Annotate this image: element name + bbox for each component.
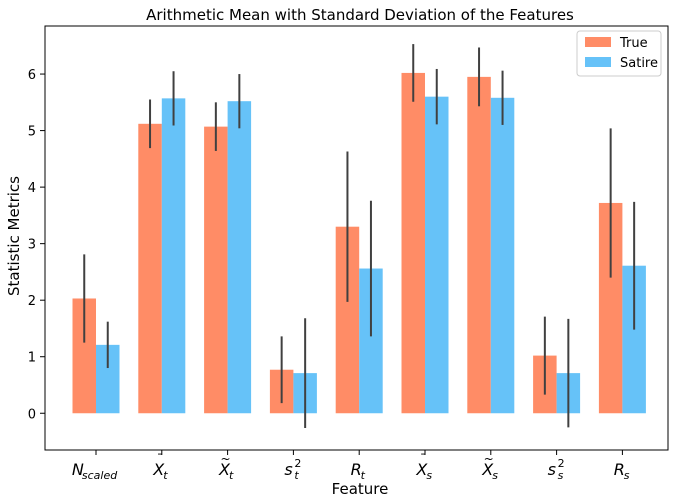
x-tick-label-7: s 2s (548, 457, 565, 482)
bar-true-6 (467, 76, 491, 414)
x-tick-label-sub: s (426, 469, 432, 482)
bar-true-4 (335, 226, 360, 414)
x-tick-label-base: X (481, 460, 494, 479)
y-tick-label-6: 6 (28, 68, 36, 83)
x-tick-label-sup: 2 (294, 457, 301, 470)
x-tick-label-base: s (284, 460, 292, 479)
legend: True Satire (576, 30, 662, 77)
plot-area (72, 44, 646, 428)
x-tick-label-sub: s (558, 469, 564, 482)
y-axis-label: Statistic Metrics (5, 176, 23, 296)
x-tick-label-base: s (548, 460, 556, 479)
x-tick-label-1: X¯t (152, 452, 168, 482)
legend-label-true: True (619, 36, 648, 51)
x-tick-label-base: X (415, 460, 428, 479)
x-tick-label-sub: s (624, 469, 630, 482)
x-tick-label-sub: t (229, 469, 234, 482)
x-tick-label-sub: t (163, 469, 168, 482)
x-tick-label-sub: t (294, 469, 299, 482)
x-tick-label-accent: ¯ (157, 452, 163, 466)
y-tick-label-5: 5 (28, 125, 36, 140)
x-tick-label-sub: s (492, 469, 498, 482)
bar-true-1 (138, 123, 162, 414)
x-tick-label-accent: ¯ (420, 452, 426, 466)
y-tick-label-4: 4 (28, 181, 36, 196)
x-tick-label-5: X¯s (415, 452, 432, 482)
bar-satire-8 (622, 265, 646, 414)
y-axis: 0 1 2 3 4 5 6 (28, 68, 45, 422)
x-tick-label-base: R (351, 460, 362, 479)
x-tick-label-base: N (72, 460, 84, 479)
x-tick-label-sup: 2 (558, 457, 565, 470)
bar-true-5 (401, 72, 425, 414)
bar-satire-2 (227, 101, 252, 414)
bar-true-8 (598, 202, 623, 414)
bar-true-2 (204, 126, 228, 414)
y-tick-label-3: 3 (28, 238, 36, 253)
x-tick-label-sub: t (361, 469, 366, 482)
x-tick-label-accent: ~ (220, 452, 230, 466)
x-tick-label-base: X (152, 460, 165, 479)
legend-swatch-satire (585, 57, 611, 67)
x-tick-label-base: X (218, 460, 231, 479)
x-tick-label-6: X~ s (481, 452, 498, 482)
legend-swatch-true (585, 37, 611, 47)
bar-satire-0 (96, 344, 120, 414)
bar-true-0 (72, 298, 96, 414)
plot-frame (44, 25, 669, 451)
y-tick-label-0: 0 (28, 407, 36, 422)
x-tick-label-8: Rs (614, 460, 630, 482)
x-tick-label-sub: scaled (82, 469, 118, 482)
legend-label-satire: Satire (620, 56, 658, 71)
x-tick-label-2: X~ t (218, 452, 234, 482)
chart-title: Arithmetic Mean with Standard Deviation … (146, 6, 574, 24)
x-tick-label-3: s 2t (284, 457, 301, 482)
bar-satire-5 (425, 96, 449, 414)
x-tick-label-accent: ~ (484, 452, 494, 466)
bar-satire-6 (490, 97, 515, 414)
x-tick-label-4: Rt (351, 460, 366, 482)
x-tick-label-base: R (614, 460, 625, 479)
bar-satire-4 (359, 268, 383, 414)
bar-satire-1 (161, 98, 186, 414)
x-axis-label: Feature (332, 480, 389, 498)
y-tick-label-2: 2 (28, 294, 36, 309)
y-tick-label-1: 1 (28, 351, 36, 366)
